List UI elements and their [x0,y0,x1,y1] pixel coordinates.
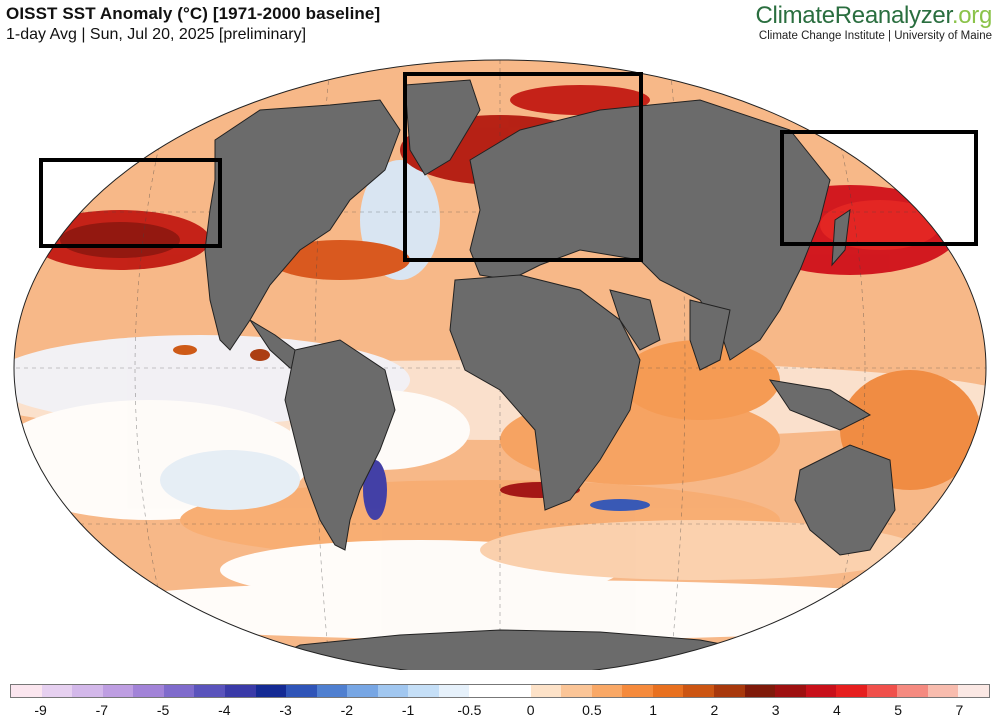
brand-logo[interactable]: ClimateReanalyzer.org Climate Change Ins… [755,2,993,42]
sst-anomaly-map [13,59,987,670]
legend-tick-label: -7 [95,702,109,718]
legend-swatch [194,685,225,697]
legend-swatch [713,685,745,697]
legend-swatch [591,685,623,697]
land-arabia [609,289,661,351]
legend-swatch [347,685,378,697]
brand-name: ClimateReanalyzer.org [755,2,993,30]
map-title: OISST SST Anomaly (°C) [1971-2000 baseli… [6,4,381,23]
legend-swatch [102,685,134,697]
color-scale-ticks: -9-7-5-4-3-2-1-0.500.51234579 [10,702,990,720]
legend-swatch [805,685,837,697]
legend-swatch [927,685,959,697]
legend-swatch [41,685,73,697]
legend-tick-label: -0.5 [457,702,482,718]
legend-swatch [775,685,806,697]
legend-swatch [255,685,287,697]
legend-tick-label: -4 [218,702,231,718]
land-indonesia [768,379,872,431]
highlight-box-north-atlantic [403,72,643,262]
globe-outline [13,59,987,670]
color-scale-legend [10,684,990,698]
legend-swatch [836,685,867,697]
legend-swatch [561,685,592,697]
legend-tick-label: 7 [955,702,964,718]
legend-tick-label: 0 [526,702,535,718]
legend-swatch [683,685,714,697]
legend-swatch [866,685,898,697]
land-greenland [404,79,481,176]
brand-name-main: ClimateReanalyzer [755,2,953,29]
land-north-america [204,99,401,351]
legend-tick-label: 4 [832,702,841,718]
legend-tick-label: -9 [34,702,47,718]
legend-swatch [500,685,531,697]
brand-name-suffix: .org [951,2,992,29]
land [204,79,896,670]
legend-tick-label: -5 [156,702,170,718]
land-japan [831,208,851,267]
legend-swatch [72,685,103,697]
legend-swatch [622,685,653,697]
land-india [689,299,731,371]
legend-tick-label: 3 [771,702,780,718]
legend-tick-label: 5 [894,702,903,718]
legend-tick-label: -3 [279,702,292,718]
highlight-box-northwest-pacific [780,130,978,246]
legend-swatch [11,685,42,697]
highlight-box-north-pacific [39,158,222,248]
legend-swatch [316,685,348,697]
legend-swatch [744,685,776,697]
land-south-america [284,339,396,551]
legend-swatch [897,685,928,697]
highlight-boxes [39,72,978,262]
legend-tick-label: 2 [710,702,719,718]
legend-tick-label: 1 [649,702,658,718]
legend-swatch [530,685,562,697]
land-africa [449,274,641,511]
legend-swatch [958,685,989,697]
map-subtitle: 1-day Avg | Sun, Jul 20, 2025 [prelimina… [6,26,307,43]
legend-swatch [469,685,500,697]
legend-swatch [133,685,164,697]
legend-swatch [286,685,317,697]
brand-tagline: Climate Change Institute | University of… [758,30,992,42]
legend-swatch [438,685,470,697]
legend-swatch [163,685,195,697]
land-australia [794,444,896,556]
legend-tick-label: -2 [340,702,354,718]
legend-swatch [652,685,684,697]
legend-swatch [377,685,409,697]
legend-tick-label: 0.5 [582,702,602,718]
legend-swatch [224,685,256,697]
legend-swatch [408,685,439,697]
legend-tick-label: -1 [401,702,415,718]
